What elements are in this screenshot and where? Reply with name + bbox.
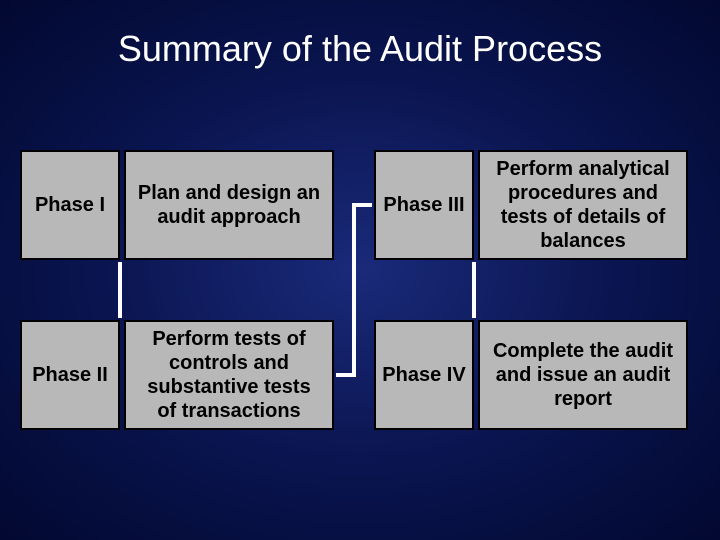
phase-2-desc: Perform tests of controls and substantiv… [136, 327, 322, 423]
connector-3-to-4 [472, 262, 476, 318]
phase-1-label-box: Phase I [20, 150, 120, 260]
phase-4-label-box: Phase IV [374, 320, 474, 430]
connector-1-to-2 [118, 262, 122, 318]
phase-1-label: Phase I [35, 194, 105, 217]
phase-1-desc-box: Plan and design an audit approach [124, 150, 334, 260]
phase-3-desc-box: Perform analytical procedures and tests … [478, 150, 688, 260]
phase-4-desc-box: Complete the audit and issue an audit re… [478, 320, 688, 430]
phase-3-label-box: Phase III [374, 150, 474, 260]
phase-1-desc: Plan and design an audit approach [136, 181, 322, 229]
connector-2-to-3-h2 [352, 203, 372, 207]
phase-4-label: Phase IV [382, 364, 465, 387]
page-title: Summary of the Audit Process [0, 0, 720, 70]
phase-2-label-box: Phase II [20, 320, 120, 430]
phase-4-desc: Complete the audit and issue an audit re… [490, 339, 676, 411]
connector-2-to-3-v [352, 203, 356, 377]
phase-2-desc-box: Perform tests of controls and substantiv… [124, 320, 334, 430]
phase-3-label: Phase III [383, 194, 464, 217]
phase-2-label: Phase II [32, 364, 108, 387]
phase-3-desc: Perform analytical procedures and tests … [490, 157, 676, 253]
